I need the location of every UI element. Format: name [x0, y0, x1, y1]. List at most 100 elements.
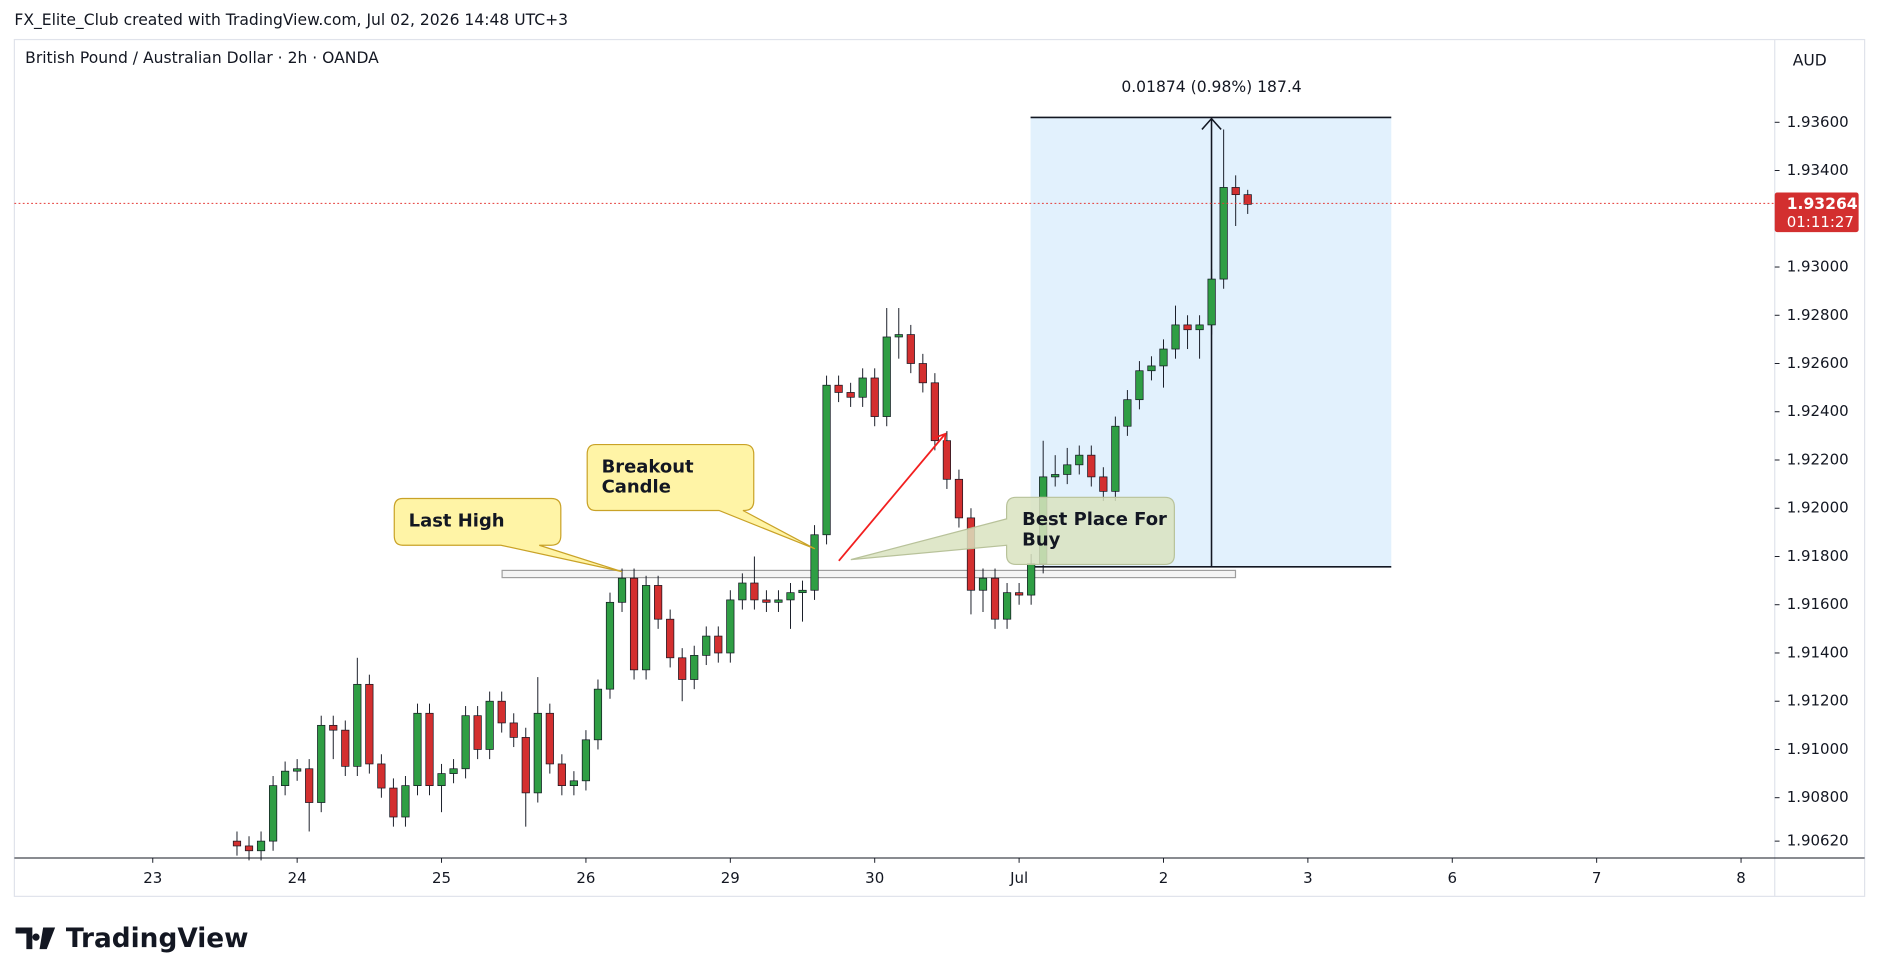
- last-price-box: [1774, 192, 1859, 233]
- candle-body: [822, 384, 831, 536]
- countdown-label: 01:11:27: [1787, 213, 1854, 231]
- candle-body: [786, 592, 795, 601]
- measure-arrowhead: [1201, 117, 1222, 130]
- callout-best-buy: Best Place For Buy: [850, 496, 1175, 566]
- candle-body: [702, 635, 711, 656]
- x-tick-label: 24: [288, 869, 307, 887]
- candle-body: [798, 589, 807, 594]
- candle-body: [353, 683, 362, 767]
- candle-body: [990, 577, 1000, 620]
- x-tick-label: 25: [432, 869, 451, 887]
- y-tick-label: 1.93600: [1787, 113, 1849, 131]
- candle-body: [918, 363, 927, 384]
- candle-body: [1087, 454, 1096, 478]
- symbol-title: British Pound / Australian Dollar · 2h ·…: [25, 49, 379, 67]
- x-tick-label: 2: [1159, 869, 1169, 887]
- candle-body: [942, 440, 951, 480]
- footer-logo: TradingView: [15, 924, 249, 954]
- candle-body: [389, 787, 398, 818]
- y-tick-label: 1.92000: [1787, 499, 1849, 517]
- candle-body: [774, 599, 783, 603]
- candle-body: [437, 773, 446, 787]
- candle-body: [365, 683, 374, 765]
- candle-body: [1075, 454, 1084, 466]
- y-tick-label: 1.91800: [1787, 547, 1849, 565]
- candle-body: [1002, 592, 1012, 620]
- candle-body: [1231, 187, 1240, 196]
- candle-body: [666, 618, 675, 659]
- callout-shape: [586, 443, 816, 550]
- candle-body: [425, 712, 434, 787]
- red-arrowhead: [932, 432, 947, 448]
- candle-body: [377, 763, 386, 789]
- candle-body: [509, 722, 518, 738]
- measure-label: 0.01874 (0.98%) 187.4: [1121, 78, 1301, 96]
- candle-body: [750, 582, 759, 601]
- candle-body: [545, 712, 554, 765]
- callout-text: Last High: [409, 510, 505, 531]
- candle-body: [461, 715, 470, 770]
- candle-body: [726, 599, 735, 654]
- candle-body: [244, 845, 254, 852]
- chart-frame: [13, 38, 1866, 897]
- candle-body: [1099, 476, 1108, 492]
- x-tick-label: 7: [1592, 869, 1602, 887]
- candle-body: [1207, 278, 1216, 326]
- y-tick-label: 1.91600: [1787, 595, 1849, 613]
- header: FX_Elite_Club created with TradingView.c…: [14, 11, 568, 30]
- candle-body: [401, 785, 410, 818]
- candle-body: [1159, 348, 1168, 367]
- candle-body: [1015, 592, 1024, 596]
- callout-shape: [393, 497, 623, 573]
- callout-text: Best Place For: [1022, 509, 1167, 530]
- y-tick-label: 1.92800: [1787, 306, 1849, 324]
- candle-body: [654, 585, 663, 620]
- x-tick-label: 26: [576, 869, 595, 887]
- candle-body: [882, 336, 891, 417]
- callout-last-high: Last High: [393, 497, 623, 573]
- candle-body: [497, 700, 506, 724]
- candle-body: [1243, 194, 1252, 205]
- candle-body: [1051, 474, 1060, 478]
- candle-body: [690, 655, 699, 680]
- candle-body: [678, 657, 687, 680]
- candle-body: [810, 534, 819, 591]
- candle-body: [846, 392, 855, 398]
- candle-body: [593, 688, 603, 741]
- candle-body: [1123, 399, 1132, 427]
- candle-body: [1027, 563, 1036, 596]
- candle-body: [605, 601, 615, 690]
- candle-body: [617, 577, 627, 603]
- candle-body: [966, 517, 976, 591]
- candle-body: [449, 768, 458, 774]
- x-tick-label: 30: [865, 869, 884, 887]
- candle-body: [569, 780, 578, 787]
- candle-body: [341, 729, 350, 767]
- candle-body: [954, 478, 964, 519]
- candle-body: [906, 334, 915, 364]
- support-zone: [501, 569, 1237, 579]
- callout-shape: [850, 496, 1175, 566]
- candle-body: [293, 768, 302, 772]
- candle-body: [305, 768, 314, 803]
- axes: 1.93600 1.93400 1.93000 1.92800 1.92600 1.924…: [143, 113, 1848, 887]
- candle-body: [232, 840, 242, 847]
- y-tick-label: 1.93400: [1787, 161, 1849, 179]
- last-price-label: 1.93264: [1787, 195, 1858, 213]
- candle-body: [521, 737, 530, 794]
- candle-body: [1171, 324, 1180, 350]
- callout-text: Candle: [602, 477, 671, 498]
- candle-body: [256, 840, 266, 852]
- x-tick-label: 8: [1736, 869, 1746, 887]
- candle-body: [533, 712, 542, 794]
- candle-body: [1135, 370, 1144, 401]
- logo-text: TradingView: [66, 924, 249, 954]
- candle-body: [1195, 324, 1204, 331]
- candle-body: [894, 334, 903, 338]
- y-tick-label: 1.91200: [1787, 692, 1849, 710]
- x-tick-label: 23: [143, 869, 162, 887]
- y-tick-label: 1.91000: [1787, 740, 1849, 758]
- candle-body: [834, 384, 843, 393]
- candle-body: [281, 770, 290, 787]
- y-tick-label: 1.92200: [1787, 450, 1849, 468]
